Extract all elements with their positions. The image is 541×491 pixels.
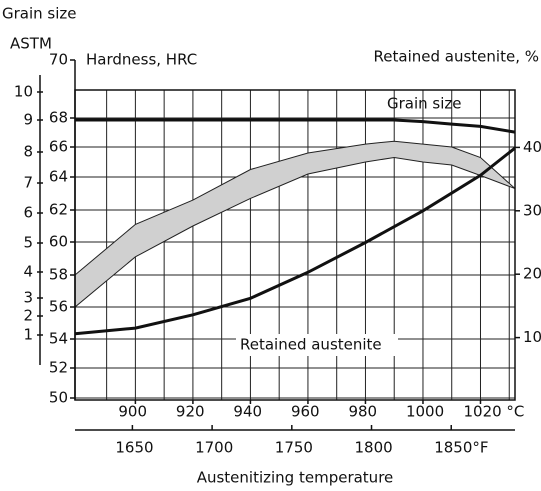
- grain-tick-label: 3: [23, 289, 33, 307]
- series-label: Grain size: [387, 95, 462, 113]
- x-tick-label: 1020 °C: [463, 403, 524, 421]
- grain-tick-label: 5: [23, 234, 33, 252]
- grain-tick-label: 8: [23, 143, 33, 161]
- y-tick-label: 60: [49, 233, 68, 251]
- y-tick-label: 52: [49, 359, 68, 377]
- grain-axis-title: Grain size: [2, 5, 77, 23]
- hardness-band: [74, 140, 516, 309]
- grain-tick-label: 7: [23, 174, 33, 192]
- y-tick-label: 64: [49, 168, 68, 186]
- x2-tick-label: 1850°F: [434, 439, 488, 457]
- label-bg: [236, 334, 398, 356]
- x-tick-label: 960: [291, 403, 320, 421]
- x-tick-label: 980: [348, 403, 377, 421]
- y-tick-label: 58: [49, 266, 68, 284]
- y-tick-label: 68: [49, 109, 68, 127]
- x2-tick-label: 1800: [355, 439, 393, 457]
- x-tick-label: 1000: [406, 403, 444, 421]
- y2-tick-label: 30: [523, 201, 541, 219]
- y-tick-label: 66: [49, 138, 68, 156]
- grain-tick-label: 6: [23, 204, 33, 222]
- grain-tick-label: 9: [23, 111, 33, 129]
- grain-axis-title: ASTM: [10, 35, 52, 53]
- x-tick-label: 900: [118, 403, 147, 421]
- x2-tick-label: 1700: [195, 439, 233, 457]
- series-label: Retained austenite: [240, 336, 382, 354]
- y-axis-title: Hardness, HRC: [86, 51, 197, 69]
- grain-tick-label: 2: [23, 307, 33, 325]
- y2-tick-label: 10: [523, 328, 541, 346]
- grain-tick-label: 4: [23, 263, 33, 281]
- x-tick-label: 940: [233, 403, 262, 421]
- grain-tick-label: 1: [23, 326, 33, 344]
- x-tick-label: 920: [176, 403, 205, 421]
- y-tick-label: 70: [49, 51, 68, 69]
- grain-tick-label: 10: [14, 83, 33, 101]
- y2-tick-label: 40: [523, 138, 541, 156]
- y-tick-label: 62: [49, 201, 68, 219]
- series-line: [74, 146, 516, 336]
- x2-tick-label: 1750: [275, 439, 313, 457]
- y-tick-label: 54: [49, 330, 68, 348]
- y2-tick-label: 20: [523, 265, 541, 283]
- x-axis-title: Austenitizing temperature: [197, 469, 394, 487]
- y-tick-label: 56: [49, 298, 68, 316]
- series-line: [75, 118, 516, 134]
- x2-tick-label: 1650: [115, 439, 153, 457]
- y-tick-label: 50: [49, 389, 68, 407]
- y2-axis-title: Retained austenite, %: [374, 48, 539, 66]
